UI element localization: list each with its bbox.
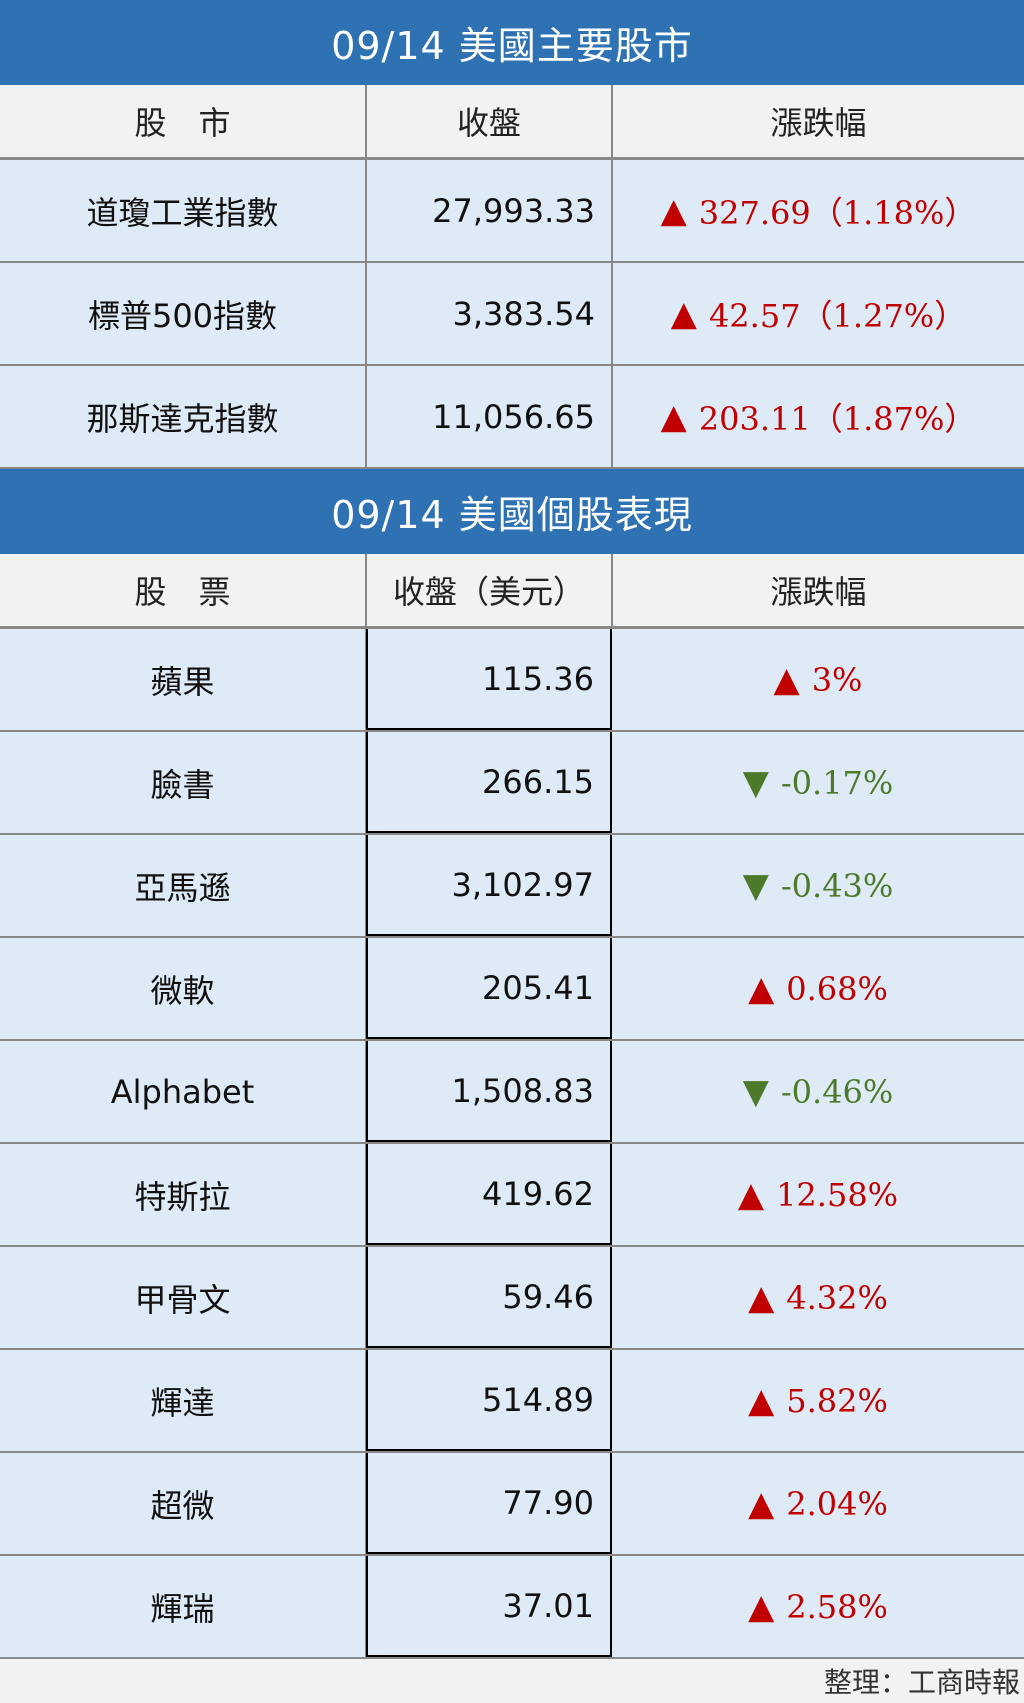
close-cell: 205.41 [366,938,612,1039]
indices-title: 09/14 美國主要股市 [0,0,1024,85]
change-cell: ▲ 0.68% [612,938,1024,1039]
triangle-down-icon: ▼ [742,1071,769,1112]
triangle-up-icon: ▲ [660,396,687,437]
indices-header-row: 股 市 收盤 漲跌幅 [0,85,1024,160]
table-row: Alphabet 1,508.83 ▼ -0.46% [0,1041,1024,1144]
table-row: 超微 77.90 ▲ 2.04% [0,1453,1024,1556]
table-row: 甲骨文 59.46 ▲ 4.32% [0,1247,1024,1350]
stocks-table: 09/14 美國個股表現 股 票 收盤（美元） 漲跌幅 蘋果 115.36 ▲ … [0,469,1024,1659]
close-cell: 77.90 [366,1453,612,1554]
triangle-up-icon: ▲ [748,1586,775,1627]
header-close-usd: 收盤（美元） [367,554,613,626]
table-row: 標普500指數 3,383.54 ▲ 42.57（1.27%） [0,263,1024,366]
stocks-header-row: 股 票 收盤（美元） 漲跌幅 [0,554,1024,629]
change-cell: ▲ 12.58% [612,1144,1024,1245]
close-cell: 1,508.83 [366,1041,612,1142]
name-cell: 微軟 [0,938,367,1039]
header-close: 收盤 [367,85,613,157]
close-cell: 514.89 [366,1350,612,1451]
header-stock: 股 票 [0,554,367,626]
name-cell: 甲骨文 [0,1247,367,1348]
change-value: 4.32% [786,1278,888,1317]
change-cell: ▼ -0.46% [612,1041,1024,1142]
name-cell: 標普500指數 [0,263,367,364]
close-cell: 3,102.97 [366,835,612,936]
name-cell: Alphabet [0,1041,367,1142]
close-cell: 11,056.65 [367,366,613,467]
name-cell: 那斯達克指數 [0,366,367,467]
table-row: 微軟 205.41 ▲ 0.68% [0,938,1024,1041]
table-row: 道瓊工業指數 27,993.33 ▲ 327.69（1.18%） [0,160,1024,263]
table-row: 輝瑞 37.01 ▲ 2.58% [0,1556,1024,1659]
stocks-title: 09/14 美國個股表現 [0,469,1024,554]
triangle-up-icon: ▲ [737,1174,765,1215]
change-value: -0.43% [780,866,894,905]
name-cell: 超微 [0,1453,367,1554]
header-change: 漲跌幅 [770,573,867,611]
change-value: 3% [811,660,863,699]
close-cell: 37.01 [366,1556,612,1657]
close-cell: 59.46 [366,1247,612,1348]
change-cell: ▲ 203.11（1.87%） [613,366,1024,467]
close-cell: 266.15 [366,732,612,833]
name-cell: 特斯拉 [0,1144,367,1245]
table-row: 那斯達克指數 11,056.65 ▲ 203.11（1.87%） [0,366,1024,469]
change-value: 327.69（1.18%） [698,193,977,232]
change-cell: ▲ 2.04% [612,1453,1024,1554]
table-row: 輝達 514.89 ▲ 5.82% [0,1350,1024,1453]
change-cell: ▲ 42.57（1.27%） [613,263,1024,364]
triangle-up-icon: ▲ [748,1380,775,1421]
close-cell: 27,993.33 [367,160,613,261]
table-row: 亞馬遜 3,102.97 ▼ -0.43% [0,835,1024,938]
change-cell: ▲ 3% [612,629,1024,730]
change-value: -0.17% [780,763,894,802]
name-cell: 輝達 [0,1350,367,1451]
name-cell: 輝瑞 [0,1556,367,1657]
change-value: 5.82% [786,1381,888,1420]
change-value: 42.57（1.27%） [708,296,967,335]
change-cell: ▼ -0.43% [612,835,1024,936]
change-value: 203.11（1.87%） [698,399,977,438]
change-cell: ▲ 2.58% [612,1556,1024,1657]
table-row: 特斯拉 419.62 ▲ 12.58% [0,1144,1024,1247]
close-cell: 115.36 [366,629,612,730]
name-cell: 亞馬遜 [0,835,367,936]
close-cell: 3,383.54 [367,263,613,364]
name-cell: 蘋果 [0,629,367,730]
change-value: 12.58% [776,1175,899,1214]
indices-table: 09/14 美國主要股市 股 市 收盤 漲跌幅 道瓊工業指數 27,993.33… [0,0,1024,469]
triangle-down-icon: ▼ [742,762,769,803]
change-value: -0.46% [780,1072,894,1111]
header-change: 漲跌幅 [770,104,867,142]
name-cell: 臉書 [0,732,367,833]
triangle-up-icon: ▲ [660,190,687,231]
triangle-down-icon: ▼ [742,865,769,906]
name-cell: 道瓊工業指數 [0,160,367,261]
header-market: 股 市 [0,85,367,157]
change-cell: ▲ 327.69（1.18%） [613,160,1024,261]
change-cell: ▼ -0.17% [612,732,1024,833]
change-cell: ▲ 5.82% [612,1350,1024,1451]
source-credit: 整理：工商時報 [823,1666,1020,1699]
table-row: 蘋果 115.36 ▲ 3% [0,629,1024,732]
table-row: 臉書 266.15 ▼ -0.17% [0,732,1024,835]
triangle-up-icon: ▲ [748,968,775,1009]
change-cell: ▲ 4.32% [612,1247,1024,1348]
triangle-up-icon: ▲ [748,1483,775,1524]
close-cell: 419.62 [366,1144,612,1245]
change-value: 2.04% [786,1484,888,1523]
change-value: 2.58% [786,1587,888,1626]
triangle-up-icon: ▲ [773,659,800,700]
change-value: 0.68% [786,969,888,1008]
triangle-up-icon: ▲ [670,293,697,334]
triangle-up-icon: ▲ [748,1277,775,1318]
